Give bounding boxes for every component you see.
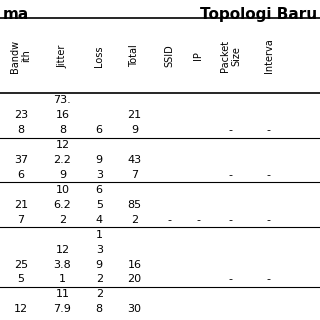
Text: 16: 16 xyxy=(127,260,141,269)
Text: 11: 11 xyxy=(55,289,69,300)
Text: 10: 10 xyxy=(55,185,69,195)
Text: Total: Total xyxy=(129,44,140,68)
Text: Jitter: Jitter xyxy=(57,44,68,68)
Text: 6.2: 6.2 xyxy=(53,200,71,210)
Text: 73.: 73. xyxy=(53,95,71,105)
Text: 12: 12 xyxy=(55,244,69,255)
Text: 9: 9 xyxy=(131,125,138,135)
Text: IP: IP xyxy=(193,52,204,60)
Text: 6: 6 xyxy=(96,185,103,195)
Text: 6: 6 xyxy=(96,125,103,135)
Text: 6: 6 xyxy=(17,170,24,180)
Text: 21: 21 xyxy=(14,200,28,210)
Text: 12: 12 xyxy=(14,304,28,314)
Text: 16: 16 xyxy=(55,110,69,120)
Text: 8: 8 xyxy=(96,304,103,314)
Text: -: - xyxy=(196,215,200,225)
Text: ma: ma xyxy=(3,7,29,22)
Text: 7: 7 xyxy=(17,215,24,225)
Text: 12: 12 xyxy=(55,140,69,150)
Text: 43: 43 xyxy=(127,155,141,165)
Text: Packet
Size: Packet Size xyxy=(220,40,241,72)
Text: 85: 85 xyxy=(127,200,141,210)
Text: 5: 5 xyxy=(96,200,103,210)
Text: -: - xyxy=(168,215,172,225)
Text: -: - xyxy=(267,125,271,135)
Text: 37: 37 xyxy=(14,155,28,165)
Text: 1: 1 xyxy=(96,230,103,240)
Text: 23: 23 xyxy=(14,110,28,120)
Text: Bandw
ith: Bandw ith xyxy=(10,39,32,73)
Text: 3: 3 xyxy=(96,244,103,255)
Text: 8: 8 xyxy=(59,125,66,135)
Text: 2: 2 xyxy=(96,289,103,300)
Text: 7: 7 xyxy=(131,170,138,180)
Text: 9: 9 xyxy=(96,155,103,165)
Text: 9: 9 xyxy=(59,170,66,180)
Text: 20: 20 xyxy=(127,275,141,284)
Text: Loss: Loss xyxy=(94,45,104,67)
Text: 3.8: 3.8 xyxy=(53,260,71,269)
Text: -: - xyxy=(267,275,271,284)
Text: -: - xyxy=(228,215,232,225)
Text: 30: 30 xyxy=(127,304,141,314)
Text: -: - xyxy=(267,215,271,225)
Text: 9: 9 xyxy=(96,260,103,269)
Text: 3: 3 xyxy=(96,170,103,180)
Text: 2: 2 xyxy=(131,215,138,225)
Text: -: - xyxy=(228,170,232,180)
Text: Interva: Interva xyxy=(264,39,274,73)
Text: Topologi Baru: Topologi Baru xyxy=(200,7,317,22)
Text: 21: 21 xyxy=(127,110,141,120)
Text: 7.9: 7.9 xyxy=(53,304,71,314)
Text: -: - xyxy=(228,125,232,135)
Text: 8: 8 xyxy=(17,125,24,135)
Text: 2: 2 xyxy=(59,215,66,225)
Text: 4: 4 xyxy=(96,215,103,225)
Text: -: - xyxy=(267,170,271,180)
Text: -: - xyxy=(228,275,232,284)
Text: 5: 5 xyxy=(17,275,24,284)
Text: 1: 1 xyxy=(59,275,66,284)
Text: 2: 2 xyxy=(96,275,103,284)
Text: 2.2: 2.2 xyxy=(53,155,71,165)
Text: 25: 25 xyxy=(14,260,28,269)
Text: SSID: SSID xyxy=(164,44,175,68)
